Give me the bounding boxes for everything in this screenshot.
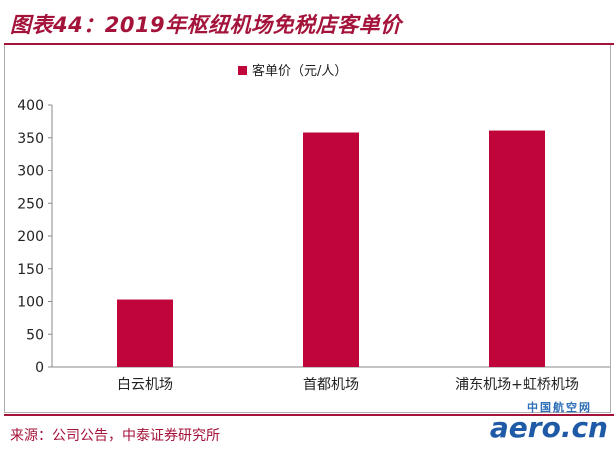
legend-label: 客单价（元/人） <box>252 63 347 79</box>
x-tick-label: 浦东机场+虹桥机场 <box>455 377 579 393</box>
x-tick-label: 首都机场 <box>303 377 359 393</box>
y-tick-label: 400 <box>17 98 44 114</box>
y-tick-label: 0 <box>35 360 44 376</box>
watermark-en-text: aero.cn <box>489 411 608 444</box>
bar <box>303 132 359 367</box>
y-tick-label: 200 <box>17 229 44 245</box>
y-tick-label: 300 <box>17 164 44 180</box>
bar <box>489 130 545 367</box>
watermark-cn-text: 中国航空网 <box>527 401 592 414</box>
chart-title: 图表44：2019年枢纽机场免税店客单价 <box>10 13 402 37</box>
aero-watermark-logo: 中国航空网 aero.cn <box>448 399 608 444</box>
legend: 客单价（元/人） <box>238 63 347 79</box>
bar <box>117 299 173 367</box>
y-tick-label: 100 <box>17 295 44 311</box>
y-tick-label: 250 <box>17 196 44 212</box>
y-tick-label: 350 <box>17 131 44 147</box>
x-tick-label: 白云机场 <box>117 377 173 393</box>
legend-swatch <box>238 66 247 75</box>
y-tick-label: 150 <box>17 262 44 278</box>
bottom-divider <box>4 414 614 416</box>
y-tick-label: 50 <box>26 327 44 343</box>
source-note: 来源：公司公告，中泰证券研究所 <box>10 428 220 444</box>
chart-frame <box>4 45 611 413</box>
top-divider <box>4 43 614 45</box>
